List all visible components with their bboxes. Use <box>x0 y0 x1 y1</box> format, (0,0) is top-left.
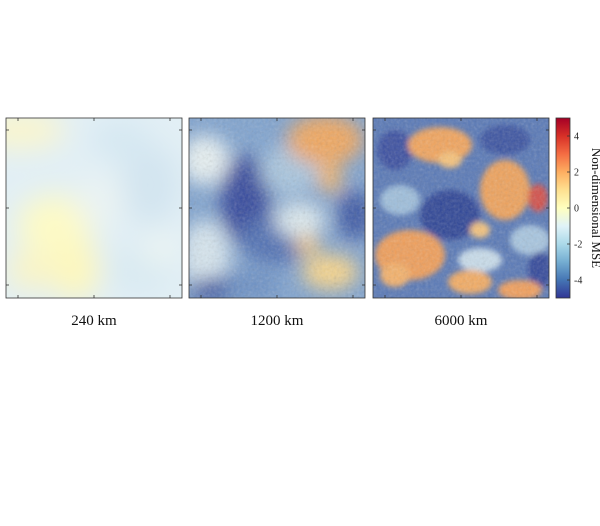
panel-label-1200km: 1200 km <box>251 313 304 329</box>
ticks-1200km <box>189 118 365 298</box>
colorbar: 4 2 0 -2 -4 Non-dimensional MSE <box>555 117 600 299</box>
heatmap-1200km <box>189 118 365 298</box>
heatmap-6000km <box>373 118 549 298</box>
colorbar-label: Non-dimensional MSE <box>589 148 600 268</box>
colorbar-tick-label: 2 <box>574 168 579 179</box>
panel-1200km: 1200 km <box>188 117 366 329</box>
colorbar-tick-label: -2 <box>574 240 582 251</box>
panel-label-6000km: 6000 km <box>435 313 488 329</box>
colorbar-ticks: 4 2 0 -2 -4 <box>567 132 582 287</box>
colorbar-tick-label: 0 <box>574 204 579 215</box>
heatmap-240km <box>6 118 182 298</box>
panel-6000km: 6000 km <box>372 117 550 329</box>
colorbar-tick-label: 4 <box>574 132 579 143</box>
ticks-240km <box>6 118 182 298</box>
ticks-6000km <box>373 118 549 298</box>
colorbar-tick-label: -4 <box>574 276 582 287</box>
panel-label-240km: 240 km <box>71 313 117 329</box>
panel-240km: 240 km <box>5 117 183 329</box>
